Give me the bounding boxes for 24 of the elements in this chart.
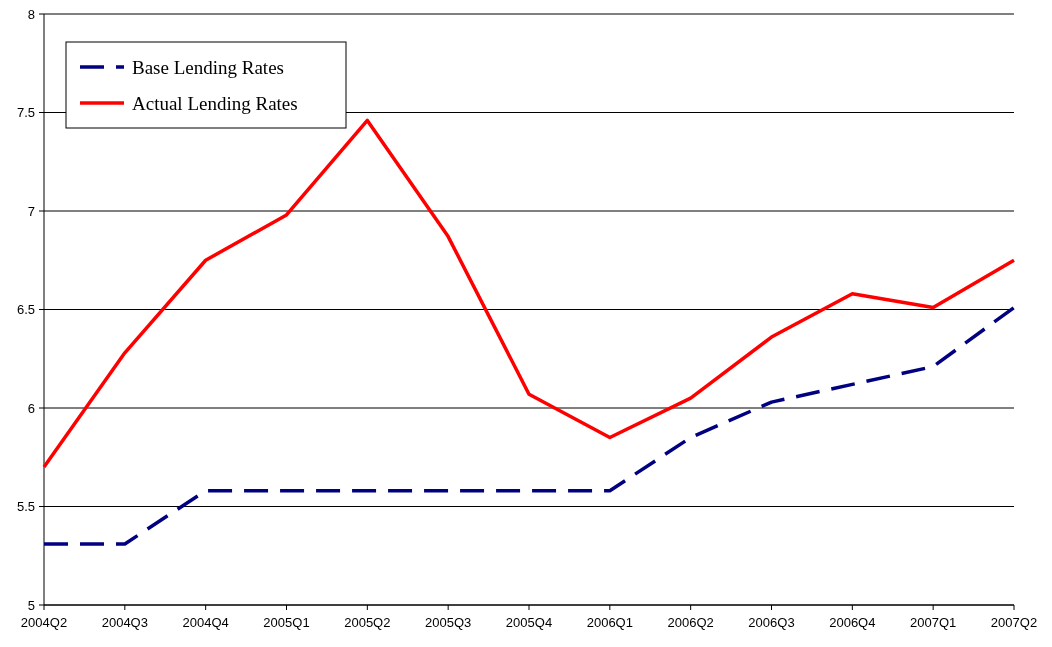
y-tick-label: 7.5: [16, 105, 35, 121]
legend-label: Actual Lending Rates: [132, 92, 298, 114]
y-tick-label: 5.5: [16, 499, 35, 515]
x-tick-label: 2004Q2: [20, 615, 68, 630]
x-tick-label: 2007Q2: [990, 615, 1038, 630]
x-tick-label: 2005Q2: [344, 615, 391, 630]
x-tick-label: 2006Q4: [829, 615, 876, 630]
x-tick-label: 2006Q3: [748, 615, 795, 630]
legend-label: Base Lending Rates: [132, 56, 284, 78]
y-tick-label: 8: [27, 6, 35, 22]
x-tick-label: 2006Q1: [586, 615, 633, 630]
x-tick-label: 2004Q4: [182, 615, 229, 630]
y-tick-label: 6: [27, 400, 35, 416]
x-tick-label: 2005Q1: [263, 615, 310, 630]
x-tick-label: 2005Q3: [425, 615, 472, 630]
x-tick-label: 2004Q3: [101, 615, 148, 630]
line-series: [42, 118, 1016, 469]
y-tick-label: 6.5: [16, 302, 35, 318]
y-tick-label: 7: [27, 203, 35, 219]
line-series: [42, 305, 1016, 546]
x-tick-label: 2006Q2: [667, 615, 714, 630]
y-tick-label: 5: [27, 597, 35, 613]
x-tick-label: 2005Q4: [505, 615, 553, 630]
x-tick-label: 2007Q1: [910, 615, 957, 630]
